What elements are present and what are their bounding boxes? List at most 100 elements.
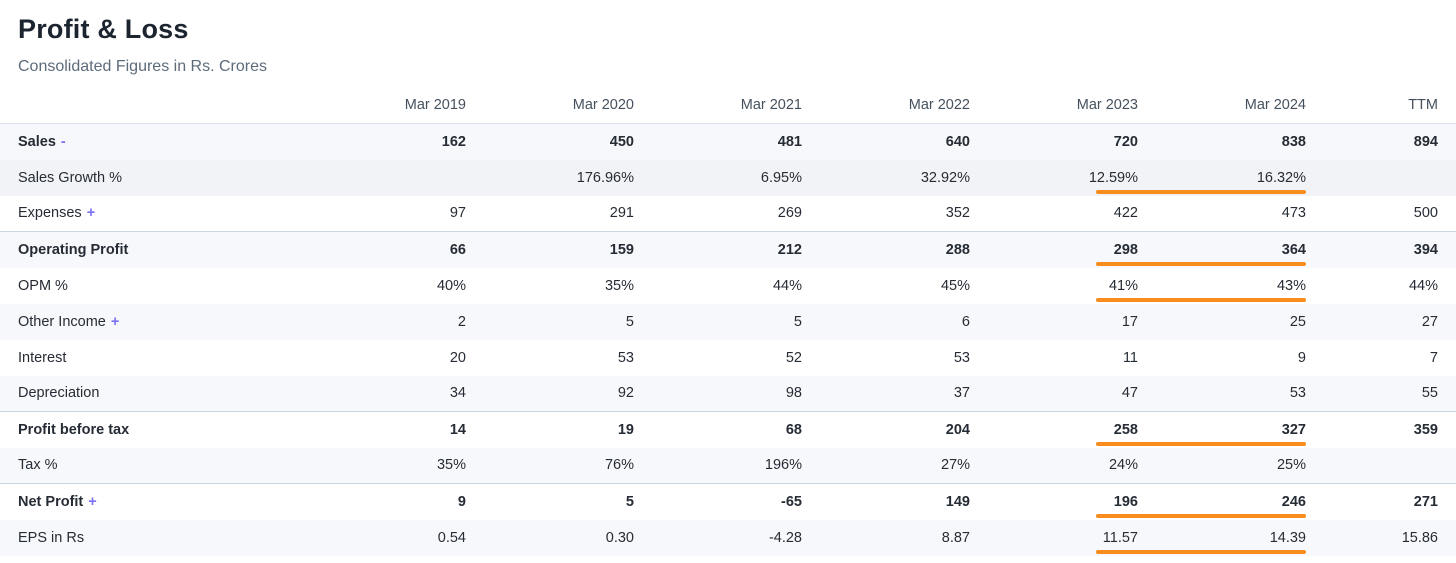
column-header: Mar 2019 [316, 89, 484, 124]
value-cell: 68 [652, 411, 820, 448]
row-label: Net Profit [18, 493, 84, 510]
value-cell: 894 [1324, 123, 1456, 160]
value-cell: 204 [820, 411, 988, 448]
row-label: Profit before tax [18, 421, 130, 438]
row-label-cell[interactable]: Expenses + [0, 196, 316, 232]
value-cell: 9 [316, 483, 484, 520]
value-cell: 7 [1429, 349, 1438, 366]
value-cell: 422 [1113, 205, 1138, 222]
value-cell: 212 [652, 231, 820, 268]
value-cell: 47 [988, 375, 1156, 412]
column-header: Mar 2022 [820, 89, 988, 124]
table-row: Profit before tax 14 19 68 204 258 327 359 [0, 411, 1456, 448]
value-cell: 640 [820, 123, 988, 160]
row-label: Interest [18, 349, 67, 366]
row-label: Tax % [18, 457, 58, 474]
value-cell: 32.92% [820, 159, 988, 196]
page-title: Profit & Loss [18, 14, 189, 44]
value-cell: 5 [484, 303, 652, 340]
value-cell: 159 [484, 231, 652, 268]
row-label: Operating Profit [18, 241, 129, 258]
table-row: OPM % 40% 35% 44% 45% 41% 43% 44% [0, 268, 1456, 304]
corner-header [0, 89, 316, 124]
table-row: Tax % 35% 76% 196% 27% 24% 25% [0, 447, 1456, 484]
row-label: EPS in Rs [18, 529, 85, 546]
value-cell: 53 [953, 349, 970, 366]
table-row: Net Profit +9 5 -65 149 196 246 271 [0, 483, 1456, 520]
row-label-cell: OPM % [0, 268, 316, 304]
table-row: Depreciation 34 92 98 37 47 53 55 [0, 375, 1456, 412]
column-header: Mar 2024 [1156, 89, 1324, 124]
value-cell: 271 [1324, 483, 1456, 520]
value-cell: 76% [484, 447, 652, 484]
row-label-cell: Depreciation [0, 375, 316, 412]
row-label-cell[interactable]: Sales - [0, 123, 316, 160]
value-cell: 25% [1156, 447, 1324, 484]
value-cell: 16.32% [1096, 159, 1324, 196]
value-cell: 291 [609, 205, 634, 222]
value-cell: 14.39 [1096, 519, 1324, 556]
value-cell: 473 [1281, 205, 1306, 222]
value-cell: 6 [820, 303, 988, 340]
table-row: Other Income +2 5 5 6 17 25 27 [0, 303, 1456, 340]
value-cell: 269 [777, 205, 802, 222]
section-header: Profit & Loss Consolidated Figures in Rs… [0, 0, 1456, 76]
row-label-cell[interactable]: Net Profit + [0, 483, 316, 520]
value-cell: 176.96% [484, 159, 652, 196]
value-cell: 5 [484, 483, 652, 520]
value-cell: 0.54 [316, 519, 484, 556]
value-cell: 720 [988, 123, 1156, 160]
value-cell: 53 [617, 349, 634, 366]
value-cell [316, 159, 484, 196]
value-cell: 838 [1156, 123, 1324, 160]
value-cell: 53 [1156, 375, 1324, 412]
column-header: Mar 2021 [652, 89, 820, 124]
value-cell: 15.86 [1324, 519, 1456, 556]
value-cell: 97 [449, 205, 466, 222]
value-cell: 52 [785, 349, 802, 366]
row-label-cell: Sales Growth % [0, 159, 316, 196]
value-cell: 364 [1096, 231, 1324, 268]
value-cell: 288 [820, 231, 988, 268]
value-cell: 12.59% [988, 159, 1156, 196]
value-cell: 359 [1324, 411, 1456, 448]
value-cell: 246 [1096, 483, 1324, 520]
expand-toggle-icon[interactable]: + [110, 313, 120, 330]
value-cell: 394 [1324, 231, 1456, 268]
value-cell: 37 [820, 375, 988, 412]
table-row: Expenses +97 291 269 352 422 473 500 [0, 196, 1456, 232]
value-cell: 98 [652, 375, 820, 412]
profit-loss-table: Mar 2019 Mar 2020 Mar 2021 Mar 2022 Mar 2023… [0, 89, 1456, 556]
value-cell: 27 [1324, 303, 1456, 340]
value-cell: 162 [316, 123, 484, 160]
value-cell: 27% [820, 447, 988, 484]
value-cell: 481 [652, 123, 820, 160]
value-cell: 34 [316, 375, 484, 412]
value-cell: 2 [316, 303, 484, 340]
value-cell: 14 [316, 411, 484, 448]
row-label: OPM % [18, 277, 68, 294]
value-cell: 9 [1297, 349, 1306, 366]
value-cell: 298 [988, 231, 1156, 268]
value-cell: 20 [449, 349, 466, 366]
row-label-cell[interactable]: Other Income + [0, 303, 316, 340]
collapse-toggle-icon[interactable]: - [60, 133, 66, 150]
expand-toggle-icon[interactable]: + [88, 493, 97, 510]
value-cell: 19 [484, 411, 652, 448]
value-cell: 6.95% [652, 159, 820, 196]
value-cell: 8.87 [820, 519, 988, 556]
row-label-cell: EPS in Rs [0, 519, 316, 556]
value-cell [1324, 447, 1456, 484]
value-cell: -65 [652, 483, 820, 520]
row-label-cell: Profit before tax [0, 411, 316, 448]
row-label: Expenses [18, 205, 82, 222]
value-cell: 352 [945, 205, 970, 222]
table-row: Sales Growth % 176.96% 6.95% 32.92% 12.59% 16… [0, 159, 1456, 196]
expand-toggle-icon[interactable]: + [86, 205, 96, 222]
value-cell: 92 [484, 375, 652, 412]
table-row: EPS in Rs 0.54 0.30 -4.28 8.87 11.57 14.39 15.8… [0, 519, 1456, 556]
value-cell: 44% [772, 277, 802, 294]
table-row: Operating Profit 66 159 212 288 298 364 394 [0, 231, 1456, 268]
row-label: Sales [18, 133, 56, 150]
